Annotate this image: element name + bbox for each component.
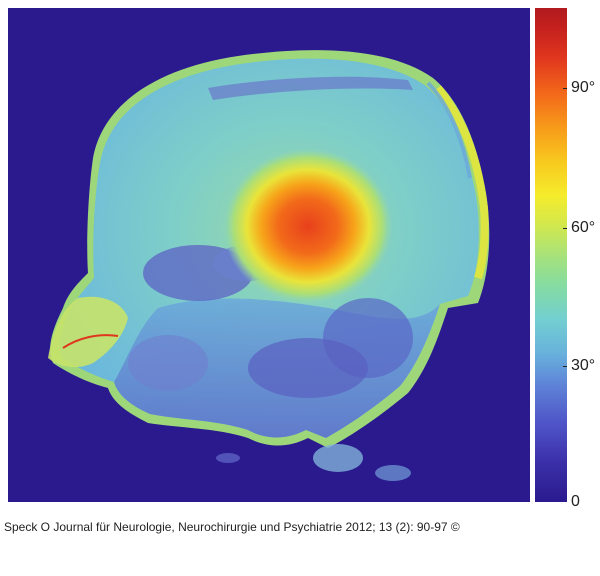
colorbar-tick-30: 30° <box>571 357 596 374</box>
colorbar-tick-90: 90° <box>571 79 596 96</box>
colorbar-tick-0: 0 <box>571 493 580 510</box>
colorbar <box>535 8 567 502</box>
nose-region <box>48 296 128 368</box>
figure-caption: Speck O Journal für Neurologie, Neurochi… <box>4 520 460 534</box>
mri-flip-angle-map <box>8 8 530 502</box>
head-sagittal-scan <box>48 50 490 481</box>
tick-mark-90 <box>563 88 567 89</box>
hotspot <box>223 148 393 304</box>
tick-mark-60 <box>563 228 567 229</box>
colorbar-tick-60: 60° <box>571 219 596 236</box>
tick-mark-30 <box>563 366 567 367</box>
